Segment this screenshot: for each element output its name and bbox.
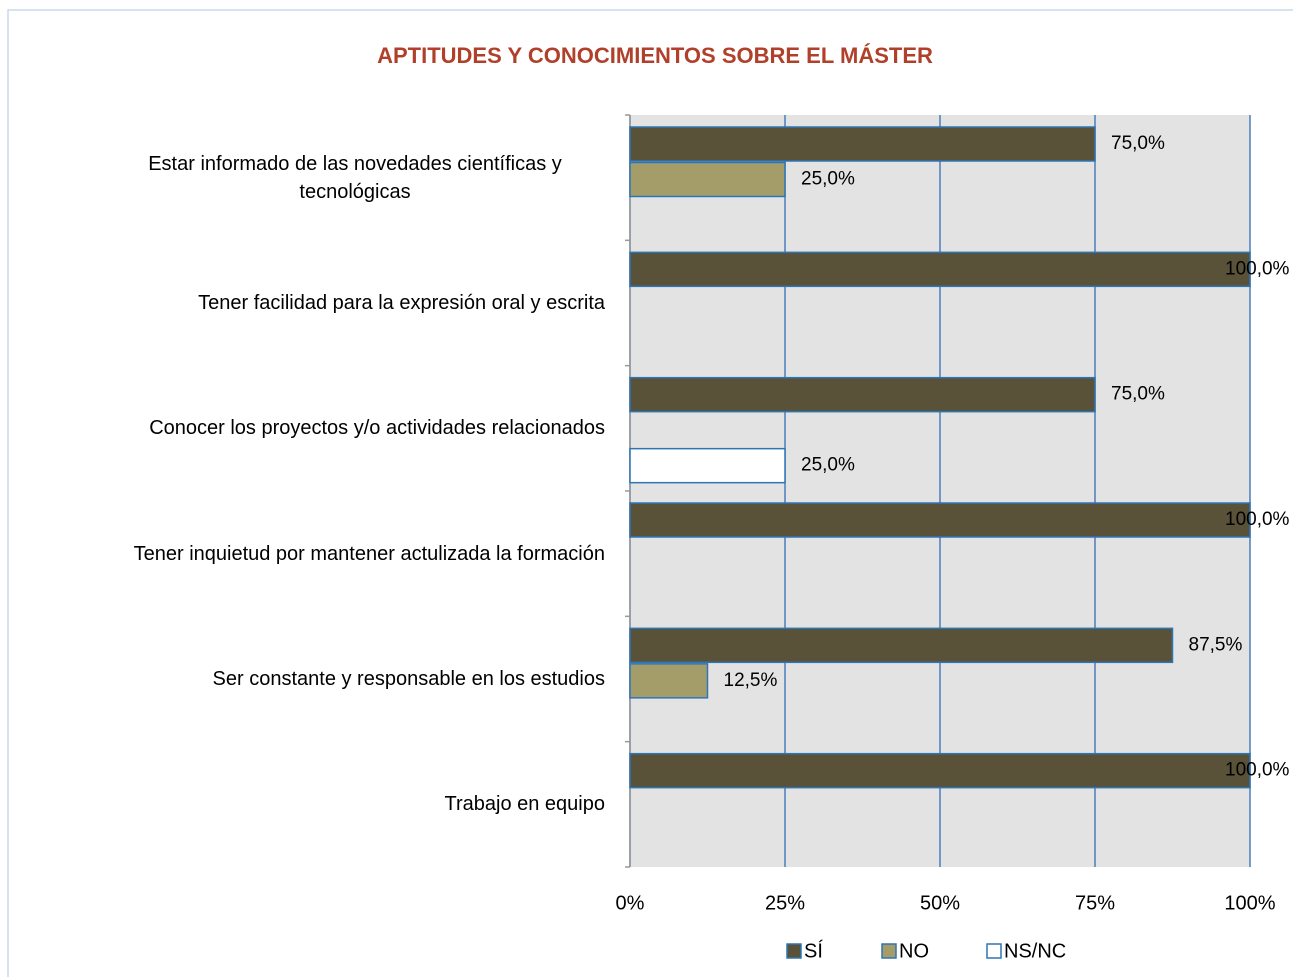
legend-label: SÍ xyxy=(804,939,823,962)
data-label: 25,0% xyxy=(801,169,855,190)
data-label: 75,0% xyxy=(1111,133,1165,154)
bar xyxy=(629,126,1096,162)
bar xyxy=(629,752,1251,789)
data-label: 12,5% xyxy=(724,670,778,691)
data-label: 100,0% xyxy=(1225,258,1290,279)
bar xyxy=(629,251,1251,288)
data-label: 25,0% xyxy=(801,455,855,476)
data-label: 100,0% xyxy=(1225,509,1290,530)
legend-swatch xyxy=(986,943,1002,959)
bar xyxy=(629,161,786,198)
bar xyxy=(629,627,1174,664)
chart-title: APTITUDES Y CONOCIMIENTOS SOBRE EL MÁSTE… xyxy=(377,43,933,68)
y-tick-label: Trabajo en equipo xyxy=(444,793,606,816)
legend-swatch xyxy=(881,943,897,959)
legend-swatch xyxy=(786,943,802,959)
x-tick-label: 0% xyxy=(616,892,645,914)
y-tick-label: Ser constante y responsable en los estud… xyxy=(212,668,605,690)
x-tick-label: 100% xyxy=(1224,892,1275,914)
x-tick-label: 25% xyxy=(765,892,805,914)
legend-label: NO xyxy=(899,940,929,962)
bar xyxy=(629,376,1096,413)
data-label: 87,5% xyxy=(1189,634,1243,655)
bar xyxy=(629,447,786,484)
y-tick-label: Conocer los proyectos y/o actividades re… xyxy=(149,417,605,440)
y-tick-label: Tener inquietud por mantener actulizada … xyxy=(133,542,605,565)
data-label: 75,0% xyxy=(1111,384,1165,405)
bar xyxy=(629,502,1251,538)
data-label: 100,0% xyxy=(1225,760,1290,781)
y-tick-label: Estar informado de las novedades científ… xyxy=(148,152,562,203)
x-tick-label: 75% xyxy=(1075,892,1115,914)
y-tick-label: Tener facilidad para la expresión oral y… xyxy=(198,292,605,314)
legend-label: NS/NC xyxy=(1004,940,1066,962)
x-tick-label: 50% xyxy=(920,892,960,914)
bar xyxy=(629,663,709,699)
